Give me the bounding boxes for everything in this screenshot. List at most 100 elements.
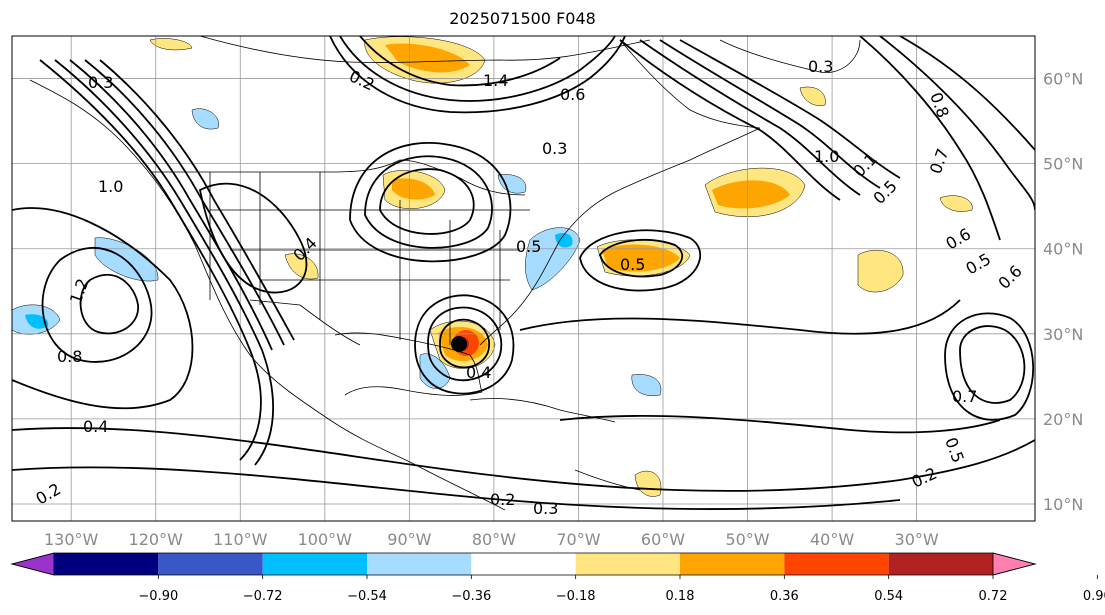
contour-ne-3 [659,39,881,189]
contour-westcoast-2 [54,59,274,466]
coast-cuba [469,398,616,423]
contour-pac-outer [12,207,194,410]
contour-westcoast-5 [99,59,295,341]
contour-ne-4 [679,39,901,179]
contour-label: 0.5 [516,237,541,256]
colorbar-extend-low [10,552,55,576]
contour-east-2 [879,36,1035,211]
contour-label: 1.0 [98,177,123,196]
colorbar-tick-label: 0.54 [874,589,903,604]
coast-arctic [199,36,651,63]
contour-mid-1 [198,182,308,294]
contour-gl-1 [379,168,475,235]
cool-core-pacific [25,314,49,329]
coast-greenland [719,39,861,74]
colorbar-swatch [888,553,993,575]
warm-core-greatlakes [392,178,435,200]
longitude-tick-label: 70°W [556,530,600,549]
contour-subtrop [519,299,961,335]
coast-labrador [619,39,761,129]
longitude-tick-label: 50°W [725,530,769,549]
warm-core-atlantic [602,244,680,272]
colorbar-swatch [158,553,263,575]
colorbar-tick-label: −0.36 [451,589,491,604]
longitude-labels: 130°W 120°W 110°W 100°W 90°W 80°W 70°W 60°W 50°W… [44,530,939,549]
contour-ne-1 [619,39,841,201]
contour-label: 0.2 [490,490,515,509]
contour-label: 0.3 [808,57,833,76]
cool-patch-ne [497,174,527,194]
warm-core-newfoundland [712,180,790,209]
contour-label: 0.8 [57,347,82,366]
longitude-tick-label: 60°W [641,530,685,549]
coastlines [29,36,861,511]
colorbar-tick-label: −0.18 [556,589,596,604]
coast-west [29,79,506,511]
colorbar-swatch [784,553,889,575]
longitude-tick-label: 90°W [387,530,431,549]
warm-core-north [385,43,470,73]
latitude-tick-label: 60°N [1043,70,1083,89]
map-title: 2025071500 F048 [449,9,596,28]
latitude-tick-label: 10°N [1043,495,1083,514]
contour-storm-1 [439,318,490,369]
contour-pac-gyre-2 [79,273,139,335]
contour-east-circle [959,325,1026,404]
cool-core-carolinas [555,233,573,248]
warm-patch-labrador [799,86,826,106]
contour-north-3 [359,36,561,87]
colorbar-extend-high [992,552,1037,576]
contour-label: 0.3 [533,499,558,518]
longitude-tick-label: 110°W [213,530,268,549]
colorbar-tick-label: 0.72 [979,589,1008,604]
contour-east-3 [859,36,1001,241]
contour-atl-2 [579,229,701,292]
colorbar-swatch [471,553,576,575]
contour-label: 1.4 [483,71,508,90]
border-us-mexico [249,299,361,346]
colorbar-swatch [54,553,159,575]
contour-westcoast-3 [69,59,273,351]
contour-north-2 [329,36,626,114]
border-us-canada [150,159,526,196]
contour-east-circle-2 [944,312,1035,421]
coast-gulf [334,332,483,396]
colorbar-tick-label: −0.90 [138,589,178,604]
longitude-tick-label: 130°W [44,530,99,549]
contour-label: 0.4 [83,417,108,436]
contour-label: 0.3 [542,139,567,158]
colorbar-tick-label: −0.72 [243,589,283,604]
contours [12,36,1035,510]
latitude-tick-label: 40°N [1043,240,1083,259]
colorbar-tick-label: 0.36 [770,589,799,604]
latitude-tick-label: 30°N [1043,325,1083,344]
storm-marker-icon [451,336,467,352]
colorbar: −0.90 −0.72 −0.54 −0.36 −0.18 0.18 0.36 0.54 0.7… [10,552,1105,604]
colorbar-tick-label: 0.90 [1083,589,1105,604]
colorbar-tick-label: 0.18 [666,589,695,604]
contour-atl-1 [599,238,684,278]
map-frame [11,35,1036,522]
longitude-tick-label: 30°W [895,530,939,549]
latitude-labels: 60°N 50°N 40°N 30°N 20°N 10°N [1043,70,1083,514]
latitude-tick-label: 50°N [1043,155,1083,174]
contour-north-1 [339,36,616,102]
longitude-tick-label: 120°W [129,530,184,549]
colorbar-swatch [262,553,367,575]
contour-ne-2 [639,39,861,196]
cool-patch-bc [191,108,219,130]
contour-gl-2 [364,155,493,249]
contour-label: 1.0 [814,147,839,166]
longitude-tick-label: 40°W [810,530,854,549]
contour-label: 0.5 [620,255,645,274]
colorbar-swatch [367,553,472,575]
contour-label: 0.6 [560,85,585,104]
longitude-tick-label: 100°W [298,530,353,549]
warm-patch-west [284,253,319,280]
contour-storm-3 [414,294,515,395]
contour-pac-gyre [41,247,153,363]
contour-tropical [559,414,1001,434]
contour-storm-2 [427,306,503,382]
contour-east-1 [899,36,1035,151]
